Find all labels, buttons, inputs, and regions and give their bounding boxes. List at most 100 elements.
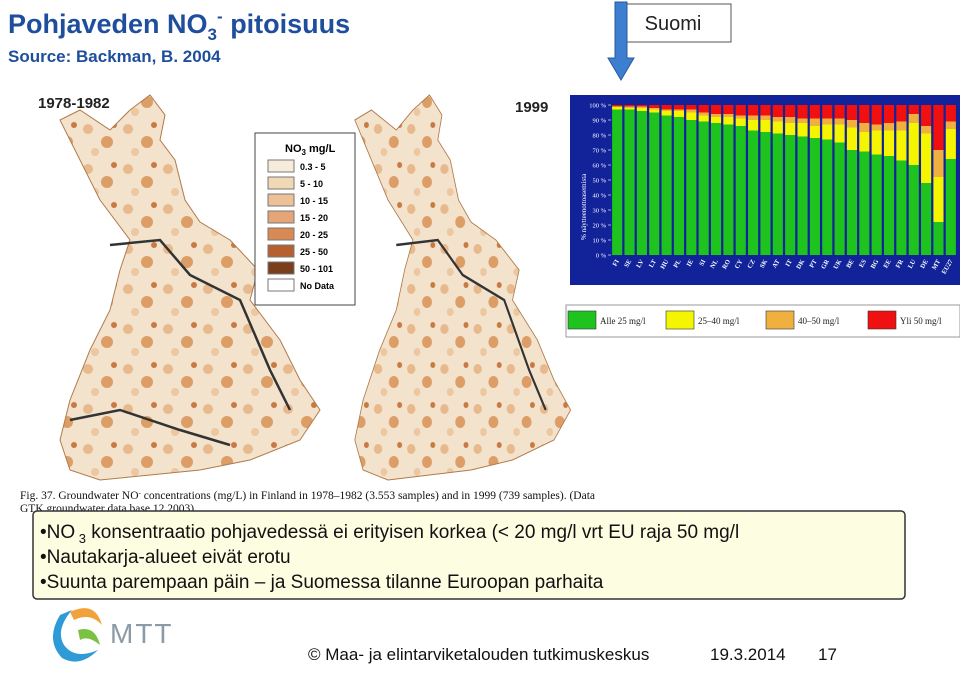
y-tick-label: 30 % xyxy=(592,208,606,215)
bar-segment xyxy=(636,106,647,108)
logo-text: MTT xyxy=(110,618,174,649)
bar-segment xyxy=(809,118,820,126)
bar-segment xyxy=(624,108,635,110)
bar-segment xyxy=(785,105,796,117)
bar-segment xyxy=(859,132,870,152)
bar-segment xyxy=(661,109,672,111)
bar-segment xyxy=(673,117,685,255)
bar-segment xyxy=(859,123,870,132)
bar-segment xyxy=(822,139,833,255)
legend-swatch xyxy=(567,310,597,330)
bar-segment xyxy=(612,109,623,255)
x-tick-label: DE xyxy=(919,259,930,270)
bullet: •Suunta parempaan päin – ja Suomessa til… xyxy=(40,572,604,593)
bar-segment xyxy=(834,118,845,125)
y-tick-label: 80 % xyxy=(592,133,606,140)
bar-segment xyxy=(834,142,845,255)
map-legend-label: 10 - 15 xyxy=(300,196,328,206)
legend-label: Yli 50 mg/l xyxy=(900,316,942,326)
bar-segment xyxy=(624,109,635,255)
logo: MTT xyxy=(52,608,174,662)
bar-segment xyxy=(748,105,759,116)
bar-segment xyxy=(636,105,647,107)
bar-segment xyxy=(908,123,919,165)
bar-segment xyxy=(649,109,660,113)
x-tick-label: GR xyxy=(820,258,831,270)
bar-segment xyxy=(896,105,907,122)
bar-segment xyxy=(797,105,808,119)
y-tick-label: 90 % xyxy=(592,118,606,125)
bar-segment xyxy=(710,105,722,114)
map-legend-swatch xyxy=(267,159,295,173)
map-1999 xyxy=(354,94,572,481)
bar-segment xyxy=(921,183,932,255)
map-line xyxy=(69,408,231,447)
x-tick-label: FI xyxy=(612,258,622,268)
bar-segment xyxy=(735,118,746,126)
bar-segment xyxy=(673,105,685,110)
y-tick-label: 60 % xyxy=(592,163,606,170)
x-tick-label: LV xyxy=(635,258,645,269)
bar-segment xyxy=(649,112,660,255)
x-tick-label: PT xyxy=(808,258,819,269)
footer-date: 19.3.2014 xyxy=(710,645,786,664)
bar-segment xyxy=(921,105,932,126)
logo-swirl xyxy=(70,608,102,625)
bar-segment xyxy=(871,105,882,125)
bar-segment xyxy=(945,129,956,159)
map-legend-label: 5 - 10 xyxy=(300,179,323,189)
y-tick-label: 20 % xyxy=(592,223,606,230)
bar-segment xyxy=(748,115,759,120)
bar-segment xyxy=(735,115,746,119)
bar-segment xyxy=(686,112,697,120)
y-tick-label: 100 % xyxy=(589,103,606,110)
footer-org: © Maa- ja elintarviketalouden tutkimuske… xyxy=(308,645,649,664)
bar-segment xyxy=(859,105,870,123)
map-legend-label: 20 - 25 xyxy=(300,230,328,240)
bar-segment xyxy=(636,111,647,255)
bar-segment xyxy=(871,130,882,155)
bar-segment xyxy=(822,124,833,140)
bar-segment xyxy=(686,109,697,113)
bar-segment xyxy=(772,117,783,122)
bar-segment xyxy=(698,121,709,255)
y-tick-label: 70 % xyxy=(592,148,606,155)
bar-segment xyxy=(624,105,635,107)
x-tick-label: ES xyxy=(858,258,868,269)
bar-segment xyxy=(785,117,796,123)
bar-segment xyxy=(846,105,858,120)
y-tick-label: 40 % xyxy=(592,193,606,200)
x-tick-label: NL xyxy=(709,258,720,270)
x-tick-label: LU xyxy=(907,258,918,270)
map-legend-label: 15 - 20 xyxy=(300,213,328,223)
bar-segment xyxy=(809,138,820,255)
legend-swatch xyxy=(867,310,897,330)
legend-swatch xyxy=(765,310,795,330)
title: Pohjaveden NO3- pitoisuus xyxy=(8,7,350,44)
bar-segment xyxy=(797,123,808,137)
map-legend-swatch xyxy=(267,244,295,258)
bar-segment xyxy=(698,112,709,116)
bar-segment xyxy=(649,105,660,108)
bar-segment xyxy=(735,126,746,255)
bar-segment xyxy=(735,105,746,116)
legend-label: 25–40 mg/l xyxy=(698,316,740,326)
x-tick-label: DK xyxy=(795,259,806,271)
bar-segment xyxy=(859,151,870,255)
x-tick-label: SE xyxy=(623,259,633,269)
x-tick-label: MT xyxy=(931,258,943,271)
map-legend-swatch xyxy=(267,227,295,241)
bar-segment xyxy=(612,105,623,107)
bar-segment xyxy=(673,111,685,117)
bar-segment xyxy=(624,106,635,108)
x-tick-label: UK xyxy=(832,259,843,271)
bar-segment xyxy=(760,115,771,120)
y-tick-label: 0 % xyxy=(596,253,607,260)
bar-segment xyxy=(748,130,759,255)
x-tick-label: BE xyxy=(845,259,855,270)
bar-segment xyxy=(809,105,820,119)
x-tick-label: IE xyxy=(686,259,695,268)
maps: 1978-1982 1999 NO3 mg/L 0.3 - 5 5 - 10 10 … xyxy=(38,94,572,481)
x-tick-label: CZ xyxy=(746,259,757,270)
